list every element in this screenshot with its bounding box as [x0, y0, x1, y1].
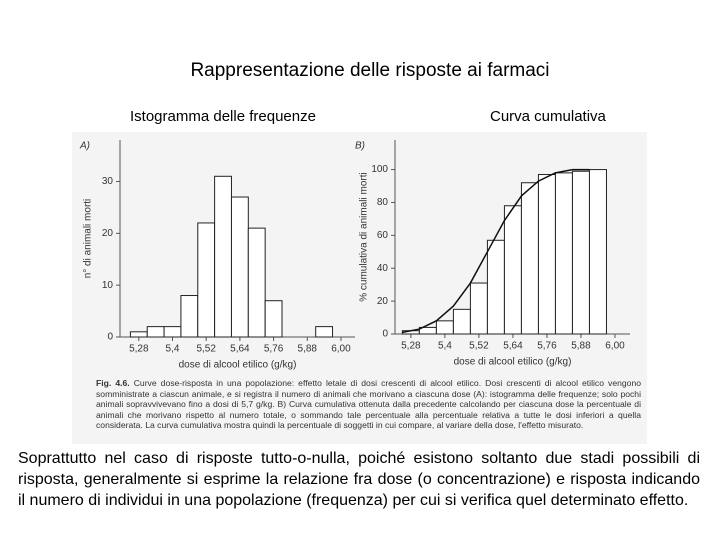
- x-tick-label: 5,64: [503, 341, 523, 352]
- bar: [435, 320, 454, 335]
- bar: [469, 282, 488, 335]
- bar: [180, 295, 199, 338]
- y-axis-label: % cumulativa di animali morti: [359, 172, 370, 302]
- x-tick-label: 5,76: [537, 341, 557, 352]
- panel-label: A): [79, 141, 90, 152]
- bar: [486, 239, 505, 335]
- x-tick-label: 5,4: [438, 341, 452, 352]
- y-tick-label: 0: [107, 332, 113, 343]
- x-tick-label: 5,28: [129, 344, 149, 355]
- cumulative-curve: [402, 168, 590, 334]
- x-tick-label: 6,00: [331, 344, 351, 355]
- caption: Fig. 4.6. Curve dose-risposta in una pop…: [96, 378, 641, 431]
- x-axis-label: dose di alcool etilico (g/kg): [454, 357, 572, 368]
- y-tick-label: 100: [371, 164, 388, 175]
- y-tick-label: 80: [377, 197, 389, 208]
- bar: [537, 174, 556, 335]
- bar: [129, 331, 148, 338]
- x-tick-label: 5,52: [196, 344, 216, 355]
- y-tick-label: 60: [377, 230, 389, 241]
- panel-label: B): [355, 141, 365, 152]
- subtitle: Istogramma delle frequenze: [130, 108, 316, 125]
- bar: [315, 326, 334, 338]
- body-text: Soprattutto nel caso di risposte tutto-o…: [18, 450, 700, 509]
- bar: [554, 172, 573, 335]
- x-tick-label: 6,00: [605, 341, 625, 352]
- y-tick-label: 20: [102, 228, 114, 239]
- x-tick-label: 5,52: [469, 341, 489, 352]
- bar: [247, 227, 266, 338]
- bar: [146, 326, 165, 338]
- y-tick-label: 30: [102, 176, 114, 187]
- x-tick-label: 5,88: [298, 344, 318, 355]
- bar: [264, 300, 283, 338]
- y-tick-label: 10: [102, 280, 114, 291]
- bar: [503, 205, 522, 335]
- bar: [197, 222, 216, 338]
- bar: [163, 326, 182, 338]
- x-tick-label: 5,88: [571, 341, 591, 352]
- bar: [520, 182, 539, 335]
- x-tick-label: 5,4: [166, 344, 180, 355]
- y-tick-label: 40: [377, 263, 389, 274]
- caption-label: Fig. 4.6.: [96, 378, 130, 388]
- subtitle: Curva cumulativa: [490, 108, 606, 125]
- x-axis-label: dose di alcool etilico (g/kg): [179, 360, 297, 371]
- x-tick-label: 5,64: [230, 344, 250, 355]
- y-tick-label: 0: [382, 329, 388, 340]
- bar: [571, 170, 590, 335]
- x-tick-label: 5,28: [401, 341, 421, 352]
- y-axis-label: n° di animali morti: [83, 199, 94, 279]
- y-tick-label: 20: [377, 296, 389, 307]
- x-tick-label: 5,76: [264, 344, 284, 355]
- caption-text: Curve dose-risposta in una popolazione: …: [96, 378, 641, 430]
- bar: [214, 175, 232, 338]
- bar: [588, 169, 607, 335]
- bar: [452, 308, 471, 335]
- bar: [230, 196, 249, 338]
- slide-title: Rappresentazione delle risposte ai farma…: [190, 60, 550, 81]
